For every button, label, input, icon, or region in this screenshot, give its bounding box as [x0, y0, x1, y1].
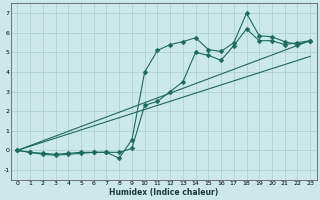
X-axis label: Humidex (Indice chaleur): Humidex (Indice chaleur) — [109, 188, 218, 197]
